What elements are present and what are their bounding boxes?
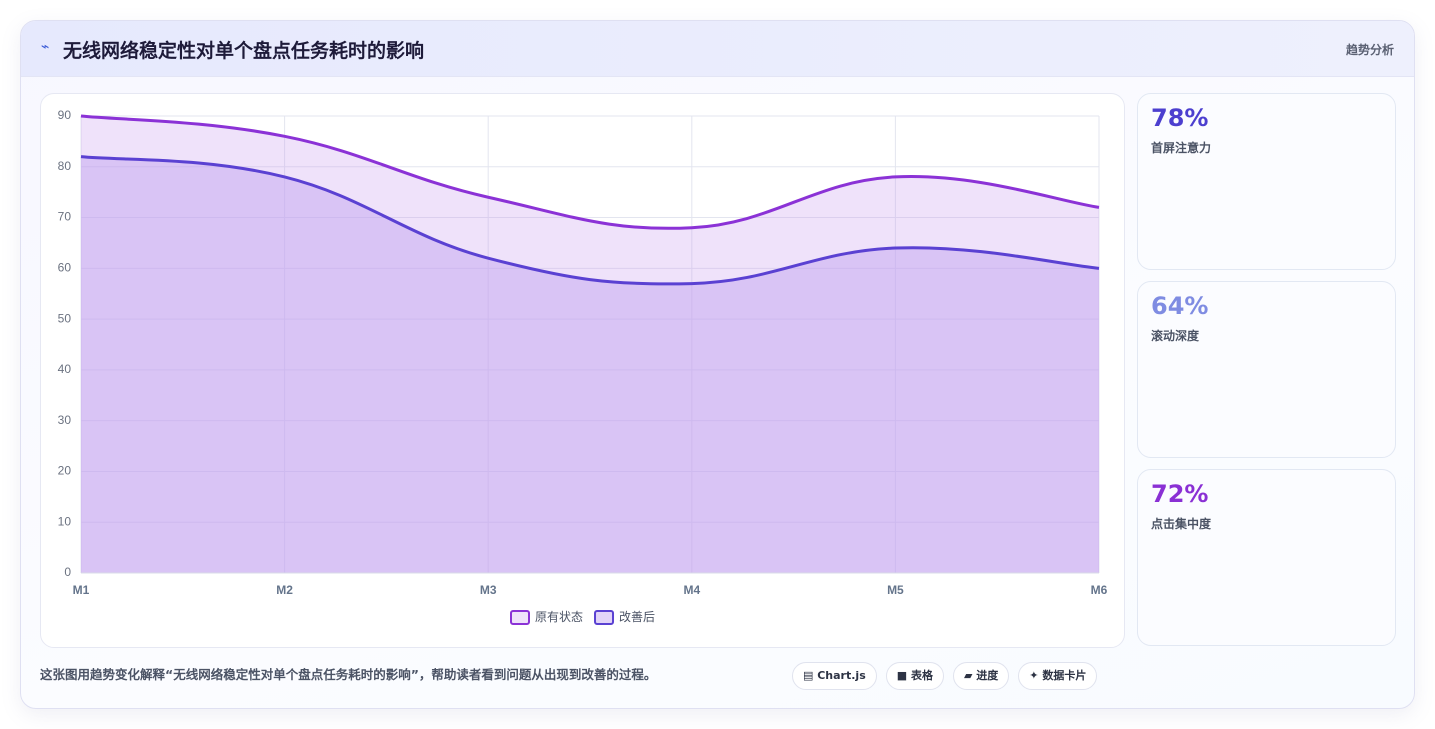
y-tick-label: 70 [58, 210, 72, 224]
stat-label: 滚动深度 [1151, 329, 1200, 343]
legend-label: 改善后 [619, 609, 655, 624]
y-tick-label: 60 [58, 261, 72, 275]
legend-label: 原有状态 [535, 610, 583, 624]
stat-value: 64% [1151, 292, 1209, 320]
stat-card: 64% 滚动深度 [1137, 281, 1396, 458]
y-tick-label: 90 [58, 108, 72, 122]
y-tick-label: 50 [58, 311, 72, 325]
chips: ▤ Chart.js ■ 表格 ▰ 进度 ✦ 数据卡片 [792, 662, 1098, 690]
y-tick-label: 20 [58, 464, 72, 478]
chip: ▤ Chart.js [792, 662, 877, 690]
chart-panel: 0 10 20 30 40 50 60 70 80 90 M1 M2 M3 M4 M5 M6 原有状态 改善后 [40, 93, 1125, 648]
chip: ■ 表格 [885, 662, 944, 690]
y-tick-label: 30 [58, 413, 72, 427]
stat-value: 72% [1151, 480, 1209, 508]
x-tick-label: M5 [887, 583, 904, 597]
stat-label: 点击集中度 [1151, 517, 1212, 531]
chip-icon: ✦ [1029, 669, 1043, 682]
header-icon: ⌁ [41, 39, 50, 55]
stat-label: 首屏注意力 [1151, 141, 1212, 155]
card: ⌁ 无线网络稳定性对单个盘点任务耗时的影响 趋势分析 0 10 20 30 40 50 60… [20, 20, 1415, 709]
stat-value: 78% [1151, 104, 1209, 132]
x-tick-label: M4 [683, 583, 700, 597]
x-tick-label: M1 [73, 583, 90, 597]
y-tick-label: 0 [64, 565, 71, 579]
legend-swatch [594, 610, 615, 625]
area [81, 156, 1099, 573]
line [80, 114, 1100, 230]
title: 无线网络稳定性对单个盘点任务耗时的影响 [63, 40, 425, 62]
line [80, 155, 1100, 286]
y-tick-label: 10 [58, 514, 72, 528]
chip-label: Chart.js [817, 669, 866, 682]
header: ⌁ 无线网络稳定性对单个盘点任务耗时的影响 趋势分析 [21, 21, 1414, 77]
stat-card: 72% 点击集中度 [1137, 469, 1396, 646]
y-tick-label: 80 [58, 159, 72, 173]
x-tick-label: M3 [480, 583, 497, 597]
y-tick-label: 40 [58, 362, 72, 376]
chart: 0 10 20 30 40 50 60 70 80 90 M1 M2 M3 M4 M5 M6 原有状态 改善后 [58, 108, 1108, 625]
chip-label: 进度 [976, 669, 999, 682]
area [81, 116, 1099, 573]
chip-icon: ▤ [803, 669, 818, 682]
chip-label: 表格 [910, 669, 933, 682]
x-tick-label: M2 [276, 583, 293, 597]
chip-icon: ▰ [963, 669, 977, 682]
chip-label: 数据卡片 [1042, 669, 1087, 682]
chip: ▰ 进度 [952, 662, 1010, 690]
chip-icon: ■ [896, 669, 911, 682]
legend-swatch [510, 610, 530, 625]
header-tag: 趋势分析 [1345, 43, 1394, 57]
chip: ✦ 数据卡片 [1018, 662, 1098, 690]
stat-card: 78% 首屏注意力 [1137, 93, 1396, 270]
x-tick-label: M6 [1091, 583, 1108, 597]
footer-note: 这张图用趋势变化解释“无线网络稳定性对单个盘点任务耗时的影响”，帮助读者看到问题… [40, 667, 657, 682]
